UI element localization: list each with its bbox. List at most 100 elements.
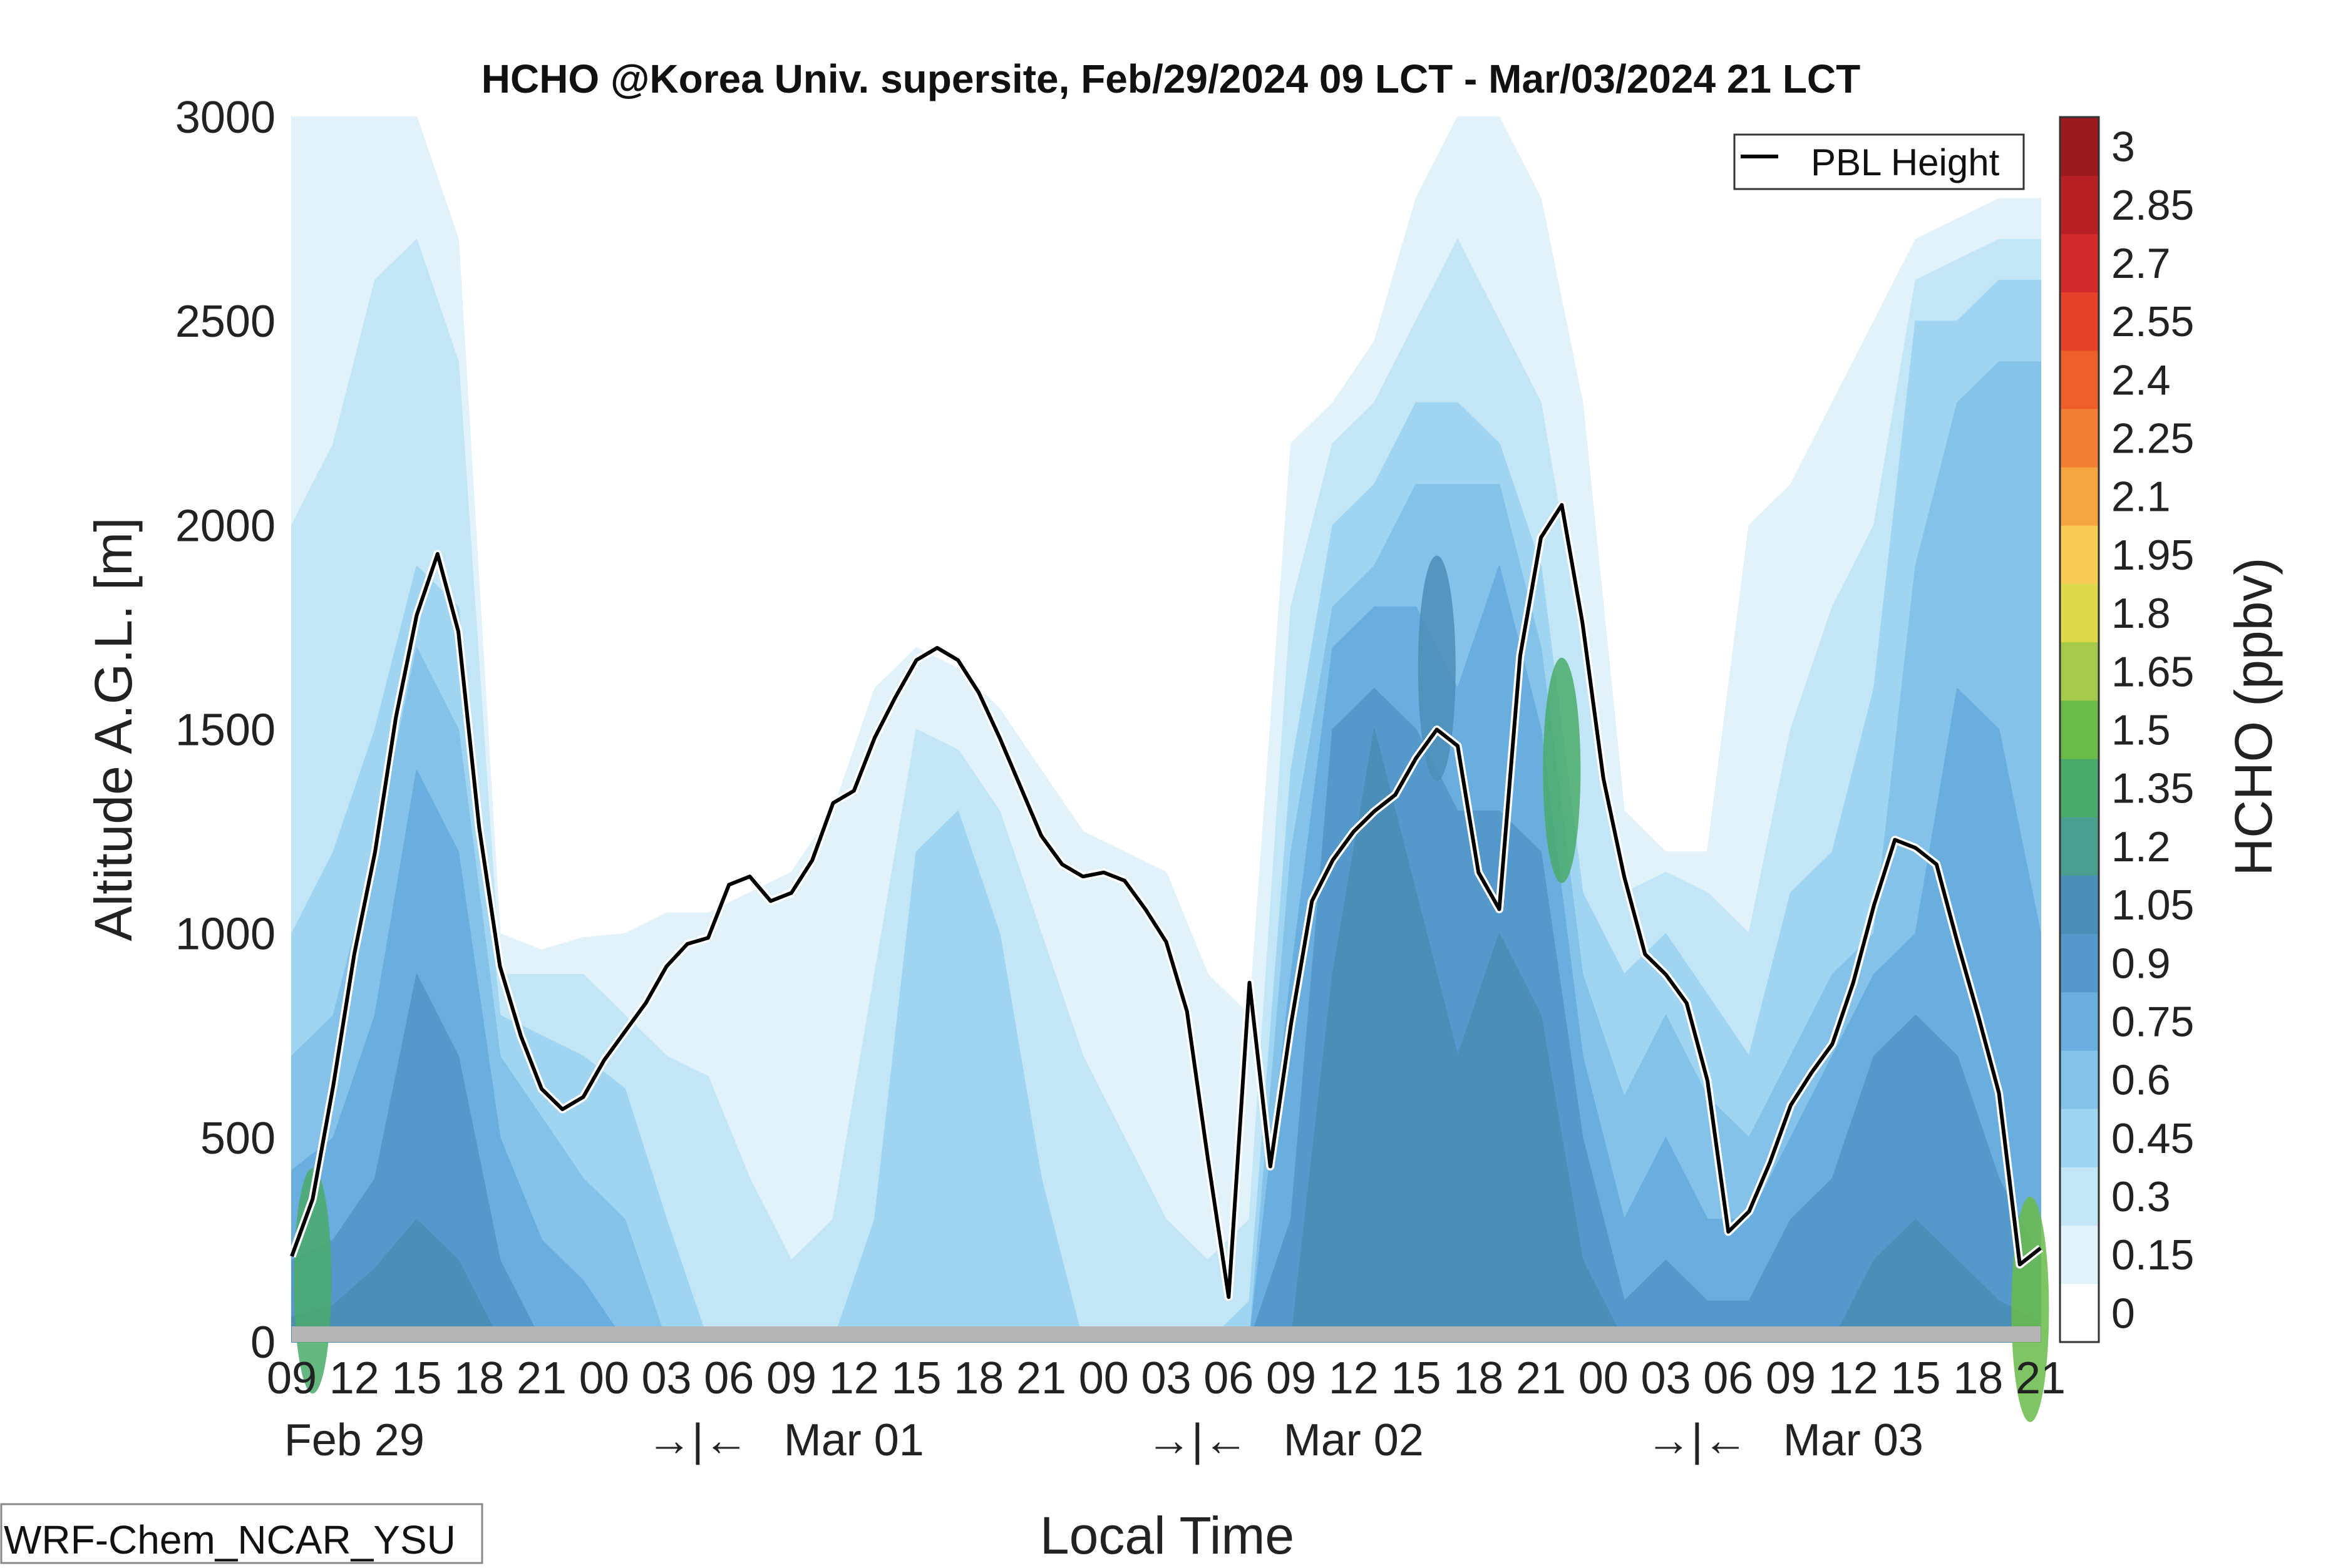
x-tick-label: 18 [954, 1353, 1004, 1403]
x-tick-label: 18 [454, 1353, 504, 1403]
x-tick-label: 18 [1953, 1353, 2003, 1403]
pbl-height-line [290, 503, 2042, 1299]
x-tick-label: 09 [766, 1353, 816, 1403]
colorbar-tick-label: 1.65 [2111, 648, 2194, 695]
colorbar-tick-label: 0.9 [2111, 940, 2171, 987]
colorbar-swatch-2.55 [2060, 292, 2099, 351]
colorbar-tick-label: 0.6 [2111, 1057, 2171, 1104]
colorbar-tick-label: 2.1 [2111, 473, 2171, 521]
x-tick-label: 15 [1890, 1353, 1940, 1403]
x-tick-label: 00 [1079, 1353, 1129, 1403]
x-tick-label: 06 [1703, 1353, 1753, 1403]
hcho-high-spot-2 [1543, 657, 1581, 883]
x-tick-label: 12 [1828, 1353, 1878, 1403]
x-axis-ticks: 09 12 15 18 21 00 03 06 09 12 15 18 21 00 03 06 09 12 15 18… [267, 1353, 2066, 1403]
x-tick-label: 06 [704, 1353, 754, 1403]
x-tick-label: 03 [1141, 1353, 1191, 1403]
colorbar-tick-label: 0.45 [2111, 1115, 2194, 1162]
colorbar-swatch-2.7 [2060, 233, 2099, 293]
colorbar-tick-label: 3 [2111, 123, 2135, 171]
date-label: →|← [1646, 1415, 1748, 1465]
colorbar-swatch-0.6 [2060, 1050, 2099, 1109]
legend-box [1733, 133, 2025, 190]
colorbar-swatch-1.5 [2060, 700, 2099, 759]
y-tick-label: 0 [250, 1318, 275, 1368]
x-tick-label: 09 [1766, 1353, 1816, 1403]
colorbar-tick-label: 1.5 [2111, 707, 2171, 754]
date-label: Mar 01 [784, 1415, 924, 1465]
colorbar-swatch-0.75 [2060, 992, 2099, 1051]
colorbar-tick-label: 2.25 [2111, 415, 2194, 463]
ground-band [292, 1326, 2041, 1342]
colorbar-swatch-1.2 [2060, 817, 2099, 876]
colorbar-swatch-0 [2060, 1283, 2099, 1343]
colorbar-swatch-3 [2060, 117, 2099, 176]
colorbar-tick-label: 2.4 [2111, 356, 2171, 404]
plot-area [287, 116, 2049, 1422]
colorbar-frame [2059, 116, 2100, 1343]
x-tick-label: 03 [641, 1353, 691, 1403]
hcho-high-spot-1 [1418, 555, 1456, 781]
colorbar-tick-label: 2.85 [2111, 182, 2194, 229]
y-tick-label: 1500 [175, 705, 275, 756]
x-tick-label: 12 [329, 1353, 379, 1403]
colorbar-tick-label: 1.05 [2111, 881, 2194, 929]
colorbar-swatch-1.8 [2060, 583, 2099, 643]
x-tick-label: 21 [517, 1353, 567, 1403]
model-label-frame [0, 1503, 483, 1564]
colorbar-tick-label: 0.15 [2111, 1231, 2194, 1279]
colorbar-swatch-2.25 [2060, 409, 2099, 468]
colorbar-tick-label: 1.8 [2111, 590, 2171, 637]
colorbar-swatch-1.65 [2060, 642, 2099, 701]
colorbar-swatch-2.85 [2060, 175, 2099, 234]
x-tick-label: 00 [579, 1353, 629, 1403]
colorbar-swatch-1.35 [2060, 759, 2099, 817]
date-label: Mar 03 [1783, 1415, 1923, 1465]
colorbar-tick-label: 0.3 [2111, 1173, 2171, 1221]
colorbar-swatch-0.3 [2060, 1167, 2099, 1226]
colorbar-tick-label: 1.35 [2111, 765, 2194, 812]
colorbar-tick-label: 0.75 [2111, 998, 2194, 1046]
colorbar-swatch-1.95 [2060, 525, 2099, 584]
x-tick-label: 00 [1578, 1353, 1629, 1403]
x-tick-label: 12 [1329, 1353, 1379, 1403]
colorbar-swatch-2.1 [2060, 467, 2099, 526]
colorbar-swatch-0.15 [2060, 1225, 2099, 1284]
colorbar-tick-label: 2.7 [2111, 240, 2171, 287]
x-tick-label: 15 [1391, 1353, 1441, 1403]
legend-entry-pbl-height: PBL Height [1811, 141, 2000, 183]
x-axis-label: Local Time [1040, 1506, 1294, 1565]
date-label: Feb 29 [284, 1415, 425, 1465]
colorbar-label: HCHO (ppbv) [2224, 558, 2283, 876]
y-tick-label: 2000 [175, 501, 275, 551]
colorbar-tick-label: 2.55 [2111, 298, 2194, 346]
y-tick-label: 500 [200, 1114, 275, 1164]
x-tick-label: 06 [1203, 1353, 1254, 1403]
colorbar-tick-label: 1.2 [2111, 823, 2171, 871]
colorbar-swatch-0.9 [2060, 933, 2099, 993]
x-tick-label: 21 [1016, 1353, 1066, 1403]
x-tick-label: 18 [1453, 1353, 1503, 1403]
x-tick-label: 21 [2016, 1353, 2066, 1403]
x-tick-label: 03 [1640, 1353, 1691, 1403]
y-tick-label: 1000 [175, 910, 275, 960]
model-label: WRF-Chem_NCAR_YSU [4, 1517, 456, 1562]
date-label: Mar 02 [1284, 1415, 1424, 1465]
x-tick-label: 21 [1516, 1353, 1566, 1403]
colorbar-swatch-0.45 [2060, 1109, 2099, 1167]
x-tick-label: 15 [891, 1353, 941, 1403]
colorbar-tick-label: 1.95 [2111, 531, 2194, 579]
y-tick-label: 3000 [175, 93, 275, 143]
y-axis-ticks: 0 500 1000 1500 2000 2500 3000 [175, 93, 275, 1368]
x-tick-label: 12 [829, 1353, 879, 1403]
date-label: →|← [1146, 1415, 1249, 1465]
x-tick-label: 15 [391, 1353, 441, 1403]
x-tick-label: 09 [267, 1353, 317, 1403]
model-label-box: WRF-Chem_NCAR_YSU [0, 1503, 483, 1564]
date-labels: Feb 29 →|← Mar 01 →|← Mar 02 →|← Mar 03 [284, 1415, 1923, 1465]
colorbar-swatch-1.05 [2060, 875, 2099, 935]
colorbar-tick-label: 0 [2111, 1289, 2135, 1337]
legend: PBL Height [1733, 133, 2025, 190]
y-tick-label: 2500 [175, 297, 275, 347]
